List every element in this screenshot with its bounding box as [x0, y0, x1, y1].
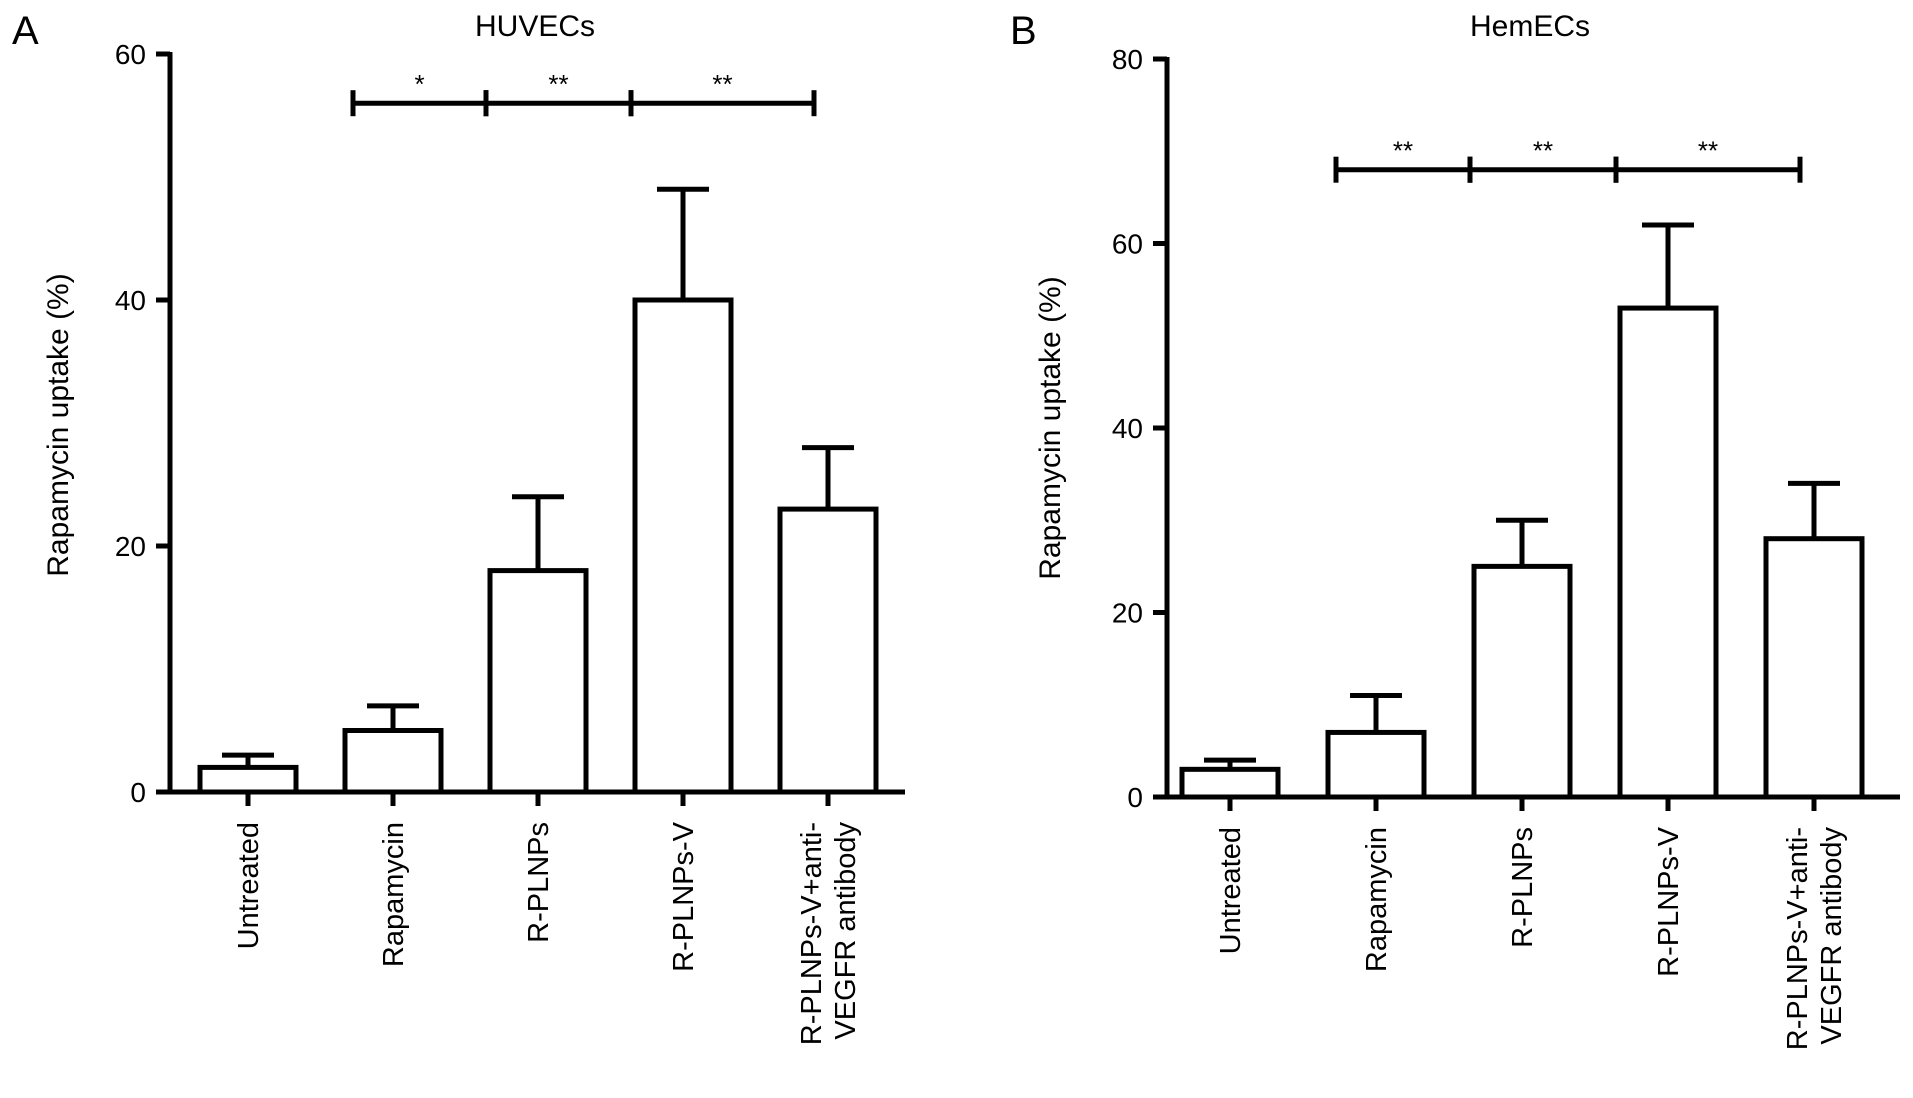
bar — [1763, 536, 1865, 800]
y-axis-label: Rapamycin uptake (%) — [42, 273, 75, 576]
bar — [1617, 305, 1719, 800]
y-tick-label: 40 — [1112, 413, 1143, 444]
category-label: VEGFR antibody — [830, 822, 862, 1040]
significance-label: ** — [1533, 136, 1553, 166]
category-label: Rapamycin — [378, 822, 410, 967]
y-axis-label: Rapamycin uptake (%) — [1034, 276, 1067, 579]
bar — [1325, 729, 1427, 800]
bar — [487, 568, 589, 795]
y-tick-label: 0 — [1127, 782, 1143, 813]
y-tick-label: 60 — [1112, 229, 1143, 260]
category-label: R-PLNPs-V — [1653, 826, 1685, 977]
significance-label: ** — [712, 69, 732, 99]
y-tick-label: 80 — [1112, 44, 1143, 75]
panel-letter: A — [12, 9, 39, 53]
y-tick-label: 0 — [130, 777, 146, 808]
significance-label: ** — [1698, 136, 1718, 166]
y-tick-label: 20 — [1112, 598, 1143, 629]
bar — [342, 728, 444, 795]
category-label: R-PLNPs-V+anti- — [796, 822, 828, 1045]
category-label: Untreated — [233, 822, 265, 949]
category-label: Untreated — [1215, 827, 1247, 954]
bar — [632, 297, 734, 795]
bar — [777, 506, 879, 795]
chart-title: HUVECs — [475, 10, 595, 43]
significance-label: ** — [548, 69, 568, 99]
bar — [1471, 563, 1573, 800]
chart-title: HemECs — [1470, 10, 1590, 43]
y-tick-label: 20 — [115, 531, 146, 562]
panel-b: B HemECs Rapamycin uptake (%) 0 20 40 60 80 Untr… — [1010, 9, 1900, 1050]
significance-label: ** — [1393, 136, 1413, 166]
category-label: R-PLNPs-V — [668, 821, 700, 972]
bar — [197, 764, 299, 795]
panel-letter: B — [1010, 9, 1037, 53]
category-label: R-PLNPs-V+anti- — [1782, 827, 1814, 1050]
category-label: R-PLNPs — [523, 822, 555, 943]
bar — [1179, 766, 1281, 800]
category-label: R-PLNPs — [1507, 827, 1539, 948]
category-label: Rapamycin — [1361, 827, 1393, 972]
y-tick-label: 60 — [115, 39, 146, 70]
y-tick-label: 40 — [115, 285, 146, 316]
panel-a: A HUVECs Rapamycin uptake (%) 0 20 40 60 Untrea… — [12, 9, 905, 1045]
category-label: VEGFR antibody — [1816, 827, 1848, 1045]
significance-label: * — [414, 69, 424, 99]
